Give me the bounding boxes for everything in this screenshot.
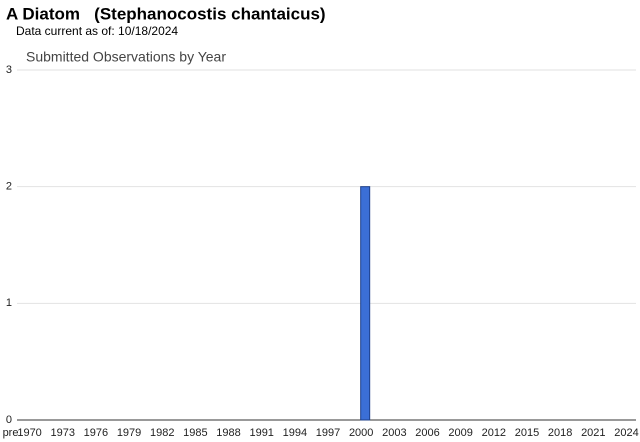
- y-tick-label: 1: [6, 297, 12, 309]
- x-tick-label: 1970: [17, 427, 41, 439]
- x-tick-label: 2018: [548, 427, 572, 439]
- x-tick-label: 1976: [84, 427, 108, 439]
- x-tick-label: 2021: [581, 427, 605, 439]
- y-tick-label: 3: [6, 64, 12, 76]
- x-tick-label: 1979: [117, 427, 141, 439]
- x-tick-label: 1994: [283, 427, 307, 439]
- y-tick-label: 2: [6, 181, 12, 193]
- x-tick-label: 2009: [448, 427, 472, 439]
- x-tick-label: 1982: [150, 427, 174, 439]
- x-tick-label: 2003: [382, 427, 406, 439]
- x-tick-label: pre: [3, 427, 19, 439]
- x-tick-label: 2006: [415, 427, 439, 439]
- x-tick-label: 2000: [349, 427, 373, 439]
- x-tick-label: 1997: [316, 427, 340, 439]
- x-tick-label: 1973: [50, 427, 74, 439]
- x-tick-label: 2012: [482, 427, 506, 439]
- y-tick-label: 0: [6, 414, 12, 426]
- bar: [360, 186, 371, 421]
- title: A Diatom (Stephanocostis chantaicus): [6, 4, 326, 23]
- chart-title: Submitted Observations by Year: [26, 49, 226, 65]
- x-tick-label: 1991: [249, 427, 273, 439]
- x-tick-label: 1988: [216, 427, 240, 439]
- x-tick-label: 1985: [183, 427, 207, 439]
- x-tick-label: 2024: [614, 427, 638, 439]
- subtitle: Data current as of: 10/18/2024: [16, 24, 178, 38]
- x-tick-label: 2015: [515, 427, 539, 439]
